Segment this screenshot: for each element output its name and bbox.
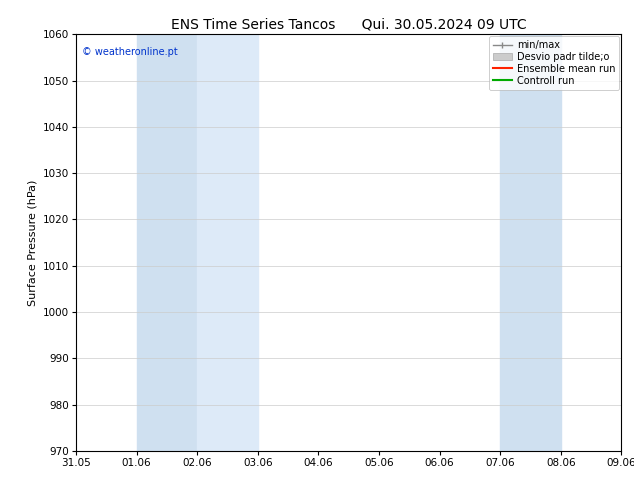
Bar: [137, 34, 197, 451]
Y-axis label: Surface Pressure (hPa): Surface Pressure (hPa): [27, 179, 37, 306]
Title: ENS Time Series Tancos      Qui. 30.05.2024 09 UTC: ENS Time Series Tancos Qui. 30.05.2024 0…: [171, 18, 526, 32]
Bar: [197, 34, 258, 451]
Bar: [500, 34, 560, 451]
Legend: min/max, Desvio padr tilde;o, Ensemble mean run, Controll run: min/max, Desvio padr tilde;o, Ensemble m…: [489, 36, 619, 90]
Text: © weatheronline.pt: © weatheronline.pt: [82, 47, 178, 57]
